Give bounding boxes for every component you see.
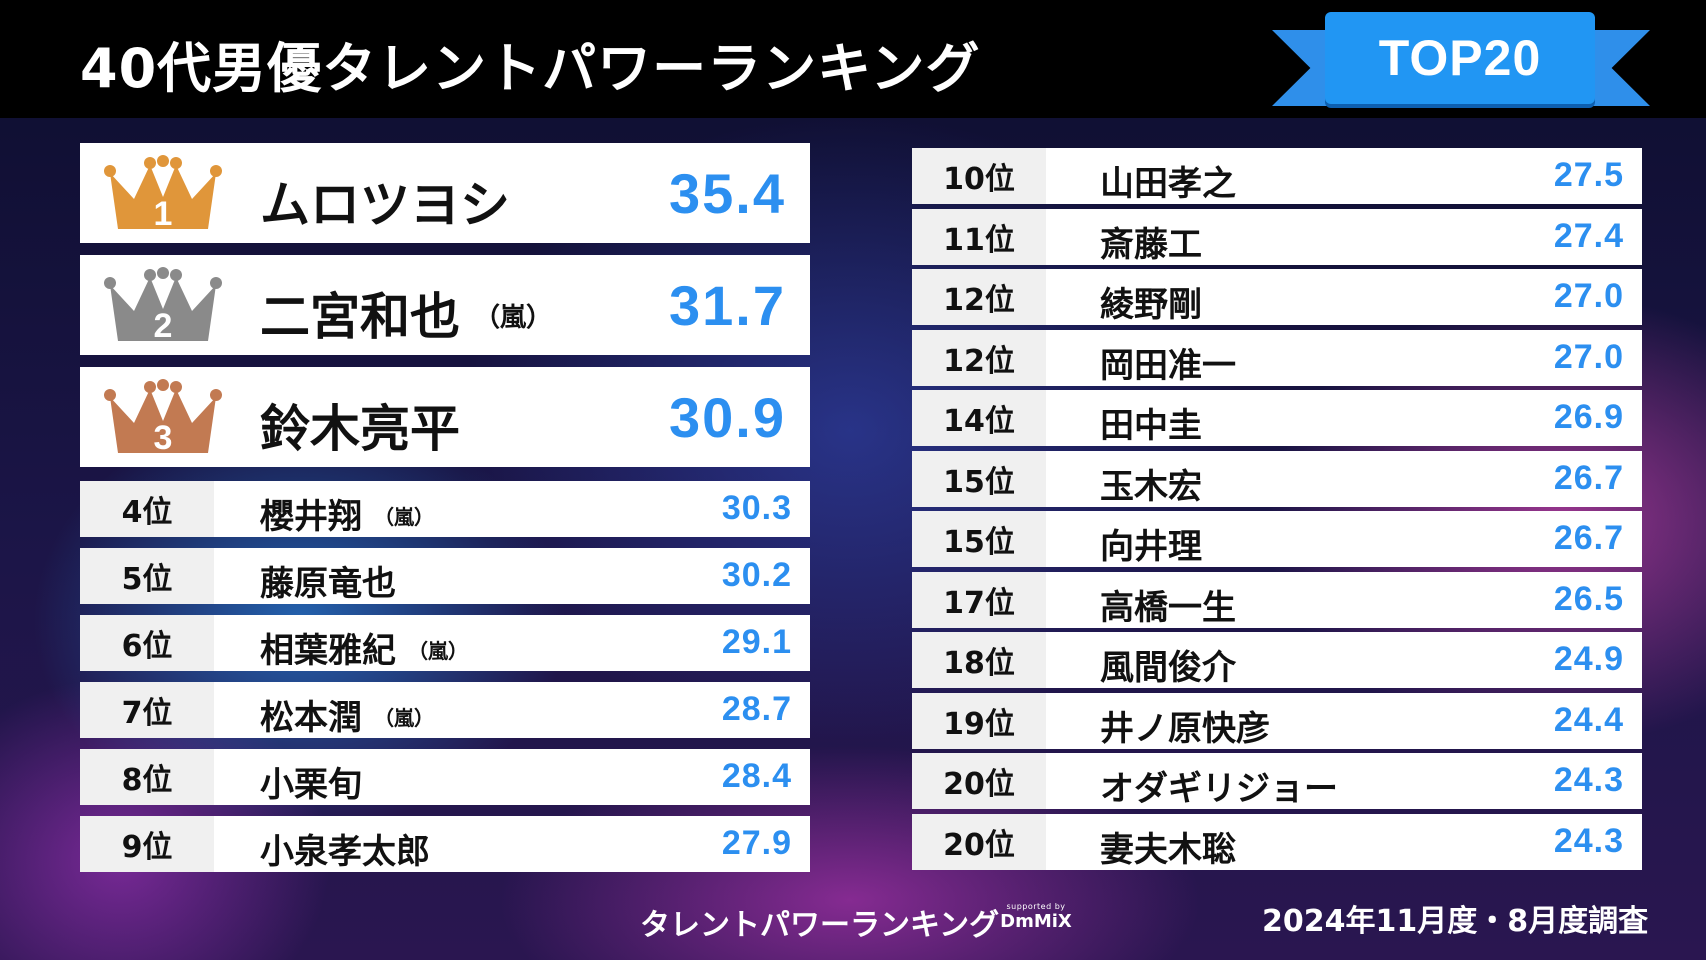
- ranking-row: 8位 小栗旬 28.4: [80, 749, 810, 805]
- ranking-row: 7位 松本潤 （嵐） 28.7: [80, 682, 810, 738]
- rank-label: 19位: [912, 693, 1046, 749]
- talent-name: 二宮和也 （嵐）: [260, 288, 553, 346]
- talent-name: 岡田准一: [1100, 346, 1236, 386]
- rank-label: 20位: [912, 753, 1046, 809]
- talent-name: 玉木宏: [1100, 467, 1202, 507]
- talent-name: 櫻井翔 （嵐）: [260, 497, 434, 537]
- ranking-row: 12位 岡田准一 27.0: [912, 330, 1642, 386]
- rank-number: 3: [154, 419, 173, 457]
- rank-number: 2: [154, 307, 173, 345]
- ranking-row: 20位 オダギリジョー 24.3: [912, 753, 1642, 809]
- brand-label: DmMiX: [1000, 911, 1072, 932]
- talent-name: 妻夫木聡: [1100, 830, 1236, 870]
- ranking-row: 5位 藤原竜也 30.2: [80, 548, 810, 604]
- score-value: 27.0: [1553, 338, 1624, 376]
- ranking-row: 6位 相葉雅紀 （嵐） 29.1: [80, 615, 810, 671]
- rank-label: 15位: [912, 451, 1046, 507]
- talent-name: 綾野剛: [1100, 285, 1202, 325]
- ranking-row: 19位 井ノ原快彦 24.4: [912, 693, 1642, 749]
- ranking-row: 4位 櫻井翔 （嵐） 30.3: [80, 481, 810, 537]
- talent-name: 小栗旬: [260, 765, 362, 805]
- bronze-crown-icon: 3: [104, 379, 222, 457]
- ranking-row: 10位 山田孝之 27.5: [912, 148, 1642, 204]
- ranking-row: 15位 向井理 26.7: [912, 511, 1642, 567]
- ranking-row: 18位 風間俊介 24.9: [912, 632, 1642, 688]
- rank-1-card: 1 ムロツヨシ 35.4: [80, 143, 810, 243]
- ranking-row: 12位 綾野剛 27.0: [912, 269, 1642, 325]
- rank-label: 20位: [912, 814, 1046, 870]
- rank-number: 1: [154, 195, 173, 233]
- ranking-row: 9位 小泉孝太郎 27.9: [80, 816, 810, 872]
- score-value: 26.9: [1553, 398, 1624, 436]
- top20-badge: TOP20: [1325, 12, 1595, 104]
- rank-label: 11位: [912, 209, 1046, 265]
- score-value: 28.4: [721, 757, 792, 795]
- talent-name: 風間俊介: [1100, 648, 1236, 688]
- score-value: 24.3: [1553, 761, 1624, 799]
- score-value: 24.3: [1553, 822, 1624, 860]
- sponsor-logo: supported by DmMiX: [996, 902, 1076, 932]
- score-value: 27.5: [1553, 156, 1624, 194]
- ranking-row: 20位 妻夫木聡 24.3: [912, 814, 1642, 870]
- rank-3-card: 3 鈴木亮平 30.9: [80, 367, 810, 467]
- score-value: 27.4: [1553, 217, 1624, 255]
- score-value: 29.1: [721, 623, 792, 661]
- score-value: 31.7: [669, 274, 786, 337]
- talent-name: 鈴木亮平: [260, 400, 460, 458]
- rank-label: 10位: [912, 148, 1046, 204]
- score-value: 35.4: [669, 162, 786, 225]
- supported-by-label: supported by: [1006, 902, 1066, 911]
- score-value: 28.7: [721, 690, 792, 728]
- ranking-row: 17位 高橋一生 26.5: [912, 572, 1642, 628]
- score-value: 27.9: [721, 824, 792, 862]
- rank-label: 12位: [912, 330, 1046, 386]
- score-value: 24.9: [1553, 640, 1624, 678]
- talent-name: 井ノ原快彦: [1100, 709, 1270, 749]
- score-value: 30.2: [721, 556, 792, 594]
- talent-name: オダギリジョー: [1100, 769, 1338, 809]
- rank-label: 7位: [80, 682, 214, 738]
- score-value: 30.9: [669, 386, 786, 449]
- talent-name: 斎藤工: [1100, 225, 1202, 265]
- rank-2-card: 2 二宮和也 （嵐） 31.7: [80, 255, 810, 355]
- ranking-row: 15位 玉木宏 26.7: [912, 451, 1642, 507]
- rank-label: 4位: [80, 481, 214, 537]
- score-value: 26.7: [1553, 459, 1624, 497]
- rank-label: 8位: [80, 749, 214, 805]
- rank-label: 17位: [912, 572, 1046, 628]
- page-title: 40代男優タレントパワーランキング: [80, 37, 981, 100]
- rank-label: 15位: [912, 511, 1046, 567]
- score-value: 27.0: [1553, 277, 1624, 315]
- talent-name: 高橋一生: [1100, 588, 1236, 628]
- talent-name: 相葉雅紀 （嵐）: [260, 631, 468, 671]
- talent-name: 藤原竜也: [260, 564, 396, 604]
- rank-label: 14位: [912, 390, 1046, 446]
- survey-date: 2024年11月度・8月度調査: [1262, 904, 1649, 939]
- rank-label: 5位: [80, 548, 214, 604]
- talent-name: 向井理: [1100, 527, 1202, 567]
- silver-crown-icon: 2: [104, 267, 222, 345]
- talent-name: ムロツヨシ: [260, 176, 510, 234]
- score-value: 24.4: [1553, 701, 1624, 739]
- talent-name: 田中圭: [1100, 406, 1202, 446]
- score-value: 26.7: [1553, 519, 1624, 557]
- rank-label: 18位: [912, 632, 1046, 688]
- ranking-row: 14位 田中圭 26.9: [912, 390, 1642, 446]
- talent-name: 小泉孝太郎: [260, 832, 430, 872]
- rank-label: 9位: [80, 816, 214, 872]
- talent-name: 松本潤 （嵐）: [260, 698, 434, 738]
- rank-label: 12位: [912, 269, 1046, 325]
- ranking-logo: タレントパワーランキング: [640, 908, 1000, 943]
- rank-label: 6位: [80, 615, 214, 671]
- talent-name: 山田孝之: [1100, 164, 1236, 204]
- score-value: 30.3: [721, 489, 792, 527]
- ranking-row: 11位 斎藤工 27.4: [912, 209, 1642, 265]
- score-value: 26.5: [1553, 580, 1624, 618]
- gold-crown-icon: 1: [104, 155, 222, 233]
